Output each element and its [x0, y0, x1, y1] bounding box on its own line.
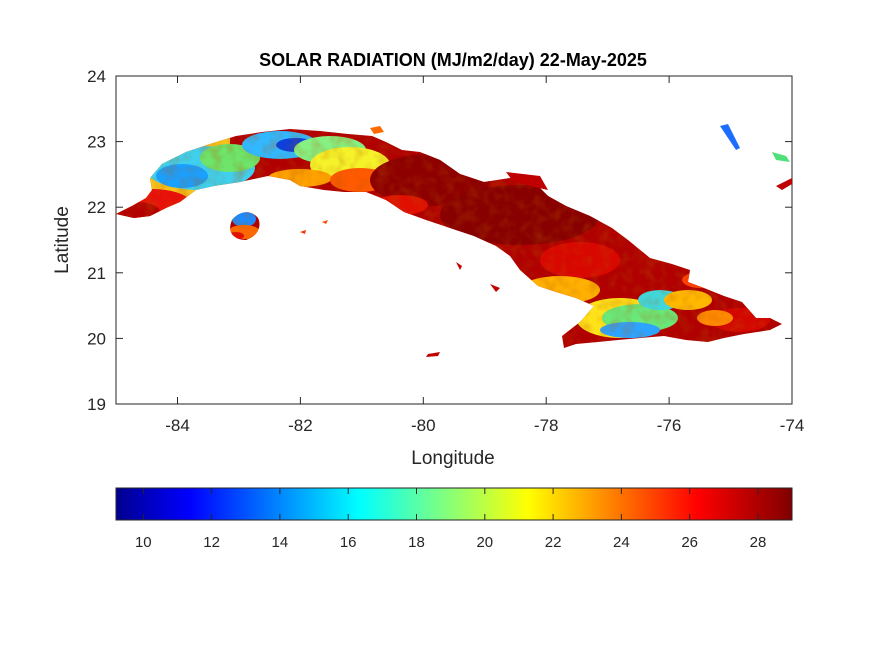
cays: [300, 124, 792, 357]
y-axis-label: Latitude: [52, 206, 73, 274]
x-axis: [177, 76, 670, 404]
x-tick-label: -82: [288, 416, 313, 435]
colorbar-tick-label: 26: [681, 534, 698, 551]
colorbar-tick-label: 24: [613, 534, 630, 551]
y-tick-label: 21: [87, 264, 106, 283]
colorbar: [115, 487, 793, 521]
colorbar-ticks: [142, 488, 759, 520]
y-axis: [116, 141, 792, 339]
colorbar-tick-label: 12: [203, 534, 220, 551]
x-axis-label: Longitude: [411, 448, 494, 469]
plot-area: [115, 75, 793, 405]
y-tick-label: 19: [87, 395, 106, 414]
x-tick-label: -76: [657, 416, 682, 435]
colorbar-tick-label: 18: [408, 534, 425, 551]
colorbar-tick-labels: 10 12 14 16 18 20 22 24 26 28: [135, 534, 766, 551]
chart-title: SOLAR RADIATION (MJ/m2/day) 22-May-2025: [259, 50, 647, 70]
y-tick-label: 24: [87, 67, 106, 86]
x-tick-label: -80: [411, 416, 436, 435]
y-tick-label: 20: [87, 329, 106, 348]
colorbar-tick-label: 10: [135, 534, 152, 551]
x-tick-label: -74: [780, 416, 805, 435]
colorbar-tick-label: 14: [272, 534, 289, 551]
colorbar-tick-label: 16: [340, 534, 357, 551]
x-tick-labels: -84 -82 -80 -78 -76 -74: [165, 416, 804, 435]
colorbar-tick-label: 20: [476, 534, 493, 551]
y-tick-labels: 24 23 22 21 20 19: [87, 67, 106, 414]
y-tick-label: 22: [87, 198, 106, 217]
x-tick-label: -84: [165, 416, 190, 435]
x-tick-label: -78: [534, 416, 559, 435]
colorbar-tick-label: 28: [750, 534, 767, 551]
colorbar-tick-label: 22: [545, 534, 562, 551]
y-tick-label: 23: [87, 133, 106, 152]
